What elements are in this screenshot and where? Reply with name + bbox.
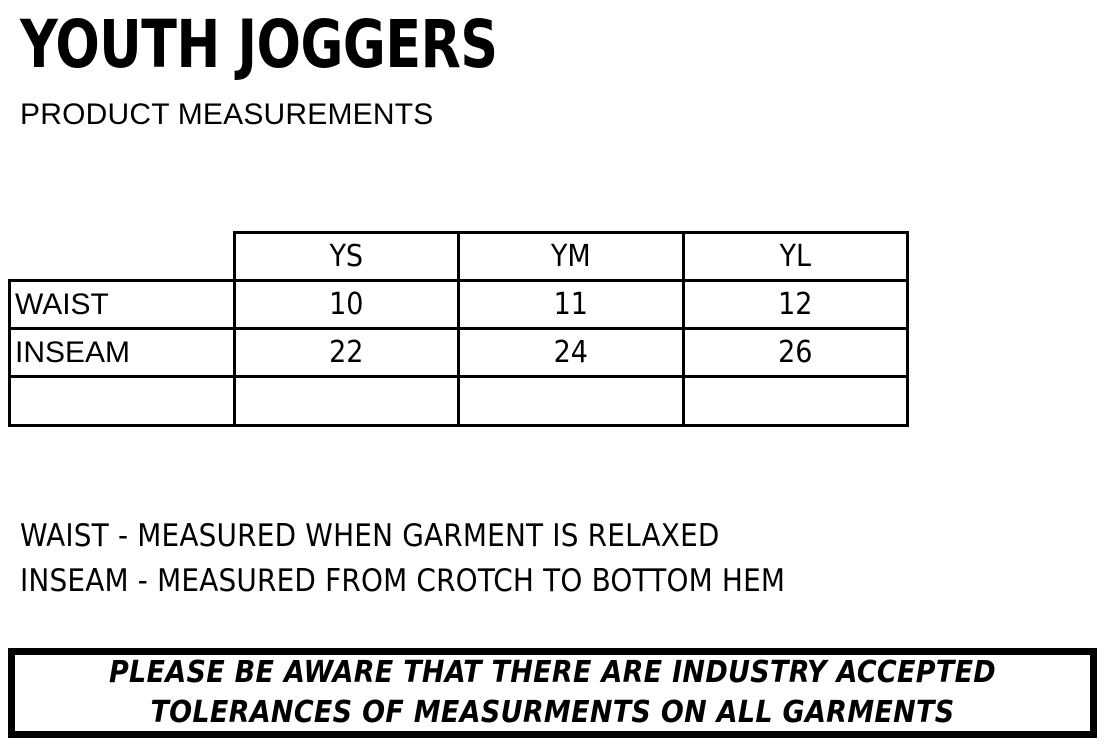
cell-inseam-ym: 24	[457, 327, 685, 378]
column-header-ys: YS	[232, 231, 460, 282]
cell-waist-ym: 11	[457, 279, 685, 330]
cell-inseam-ys: 22	[232, 327, 460, 378]
table-row-empty	[8, 375, 909, 427]
cell-empty-ym	[457, 375, 685, 427]
table-corner-cell	[9, 232, 234, 282]
page-subtitle: PRODUCT MEASUREMENTS	[20, 98, 434, 131]
cell-empty-ys	[232, 375, 460, 427]
column-header-yl: YL	[681, 231, 909, 282]
column-header-ym: YM	[457, 231, 685, 282]
row-label-inseam: INSEAM	[8, 327, 236, 378]
table-header-row: YS YM YL	[9, 231, 909, 282]
row-label-empty	[8, 375, 236, 427]
row-label-waist: WAIST	[8, 279, 236, 330]
cell-empty-yl	[681, 375, 909, 427]
table-row: INSEAM 22 24 26	[8, 327, 909, 378]
cell-waist-yl: 12	[681, 279, 909, 330]
cell-inseam-yl: 26	[681, 327, 909, 378]
table-row: WAIST 10 11 12	[8, 279, 909, 330]
disclaimer-line-2: TOLERANCES OF MEASURMENTS ON ALL GARMENT…	[150, 695, 955, 730]
disclaimer-line-1: PLEASE BE AWARE THAT THERE ARE INDUSTRY …	[108, 655, 997, 690]
measurements-table: YS YM YL WAIST 10 11 12 INSEAM 22 24 26	[8, 231, 909, 427]
note-inseam: INSEAM - MEASURED FROM CROTCH TO BOTTOM …	[20, 563, 786, 599]
disclaimer-box: PLEASE BE AWARE THAT THERE ARE INDUSTRY …	[8, 648, 1097, 738]
note-waist: WAIST - MEASURED WHEN GARMENT IS RELAXED	[20, 518, 720, 554]
page-title: YOUTH JOGGERS	[20, 6, 498, 83]
cell-waist-ys: 10	[232, 279, 460, 330]
